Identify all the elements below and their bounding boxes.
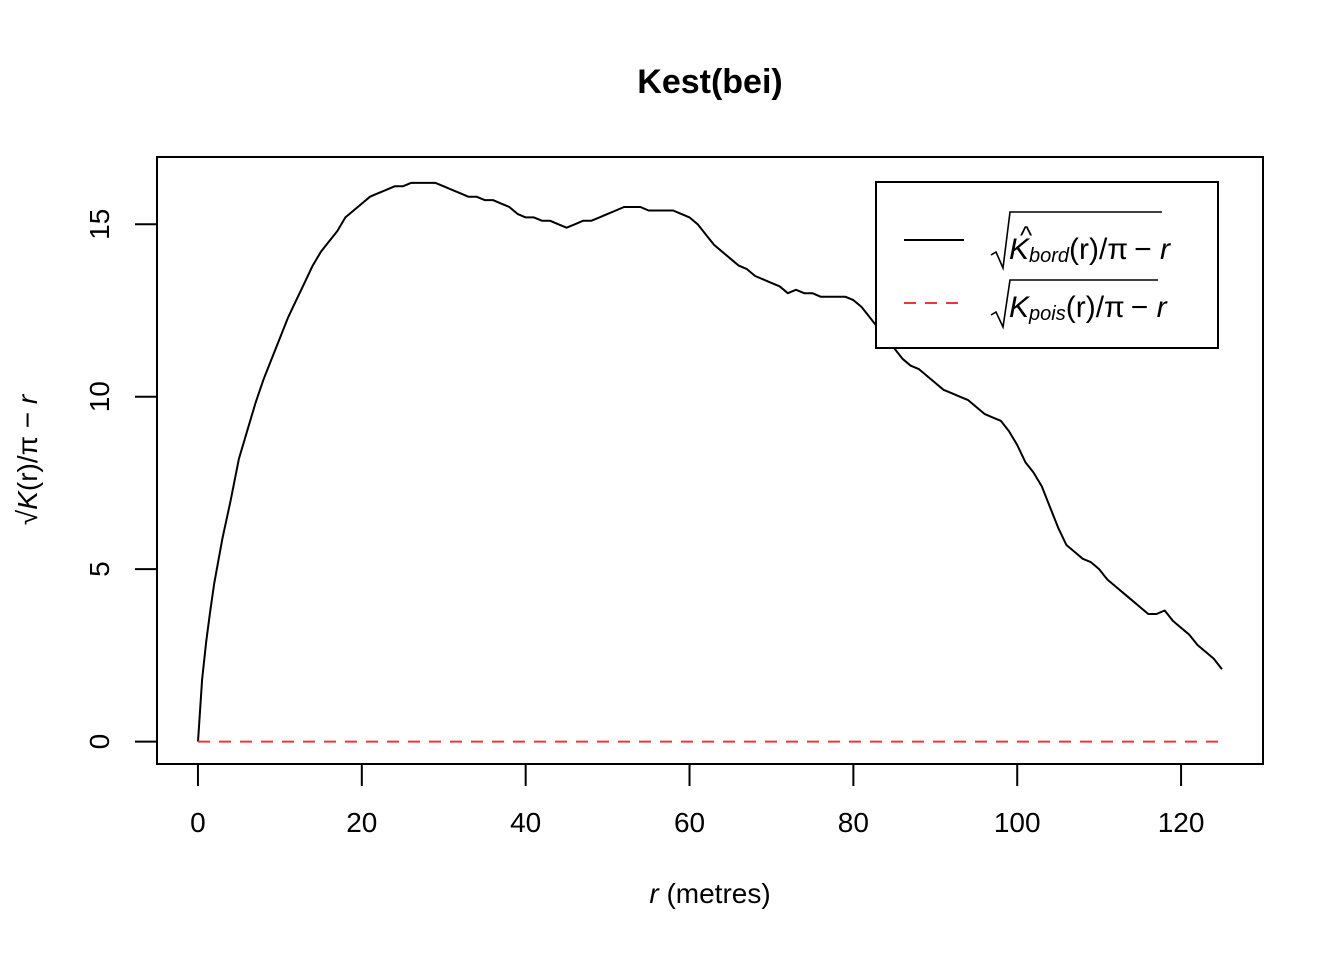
y-axis-label-root: √ xyxy=(12,509,43,525)
x-tick-label: 120 xyxy=(1158,807,1205,838)
legend-kbord-minus: − xyxy=(1134,233,1160,266)
legend-kpois-minus: − xyxy=(1131,291,1157,324)
legend-kbord-minus-var: r xyxy=(1160,233,1171,266)
legend-kpois-var: K xyxy=(1009,291,1031,324)
y-tick-label: 0 xyxy=(84,734,115,750)
legend-kpois-slash: /π xyxy=(1096,291,1125,324)
chart-title: Kest(bei) xyxy=(637,63,782,101)
x-tick-label: 80 xyxy=(838,807,869,838)
legend-kpois-sub: pois xyxy=(1028,303,1066,325)
legend: Kbord(r)/π − r ^ Kpois(r)/π − r xyxy=(875,181,1219,349)
x-tick-label: 100 xyxy=(994,807,1041,838)
legend-kbord-hat: ^ xyxy=(1020,220,1033,250)
x-tick-label: 60 xyxy=(674,807,705,838)
legend-kpois-minus-var: r xyxy=(1157,291,1168,324)
y-tick-label: 10 xyxy=(84,381,115,412)
y-tick-label: 15 xyxy=(84,209,115,240)
y-axis-label-arg: (r) xyxy=(12,463,43,491)
legend-label-kpois: Kpois(r)/π − r xyxy=(1009,291,1168,325)
legend-label-kbord: Kbord(r)/π − r xyxy=(1009,233,1171,267)
x-axis: 0 20 40 60 80 100 120 xyxy=(190,763,1205,838)
x-tick-label: 0 xyxy=(190,807,206,838)
x-axis-label: r (metres) xyxy=(649,878,770,909)
series-layer xyxy=(197,181,1223,743)
y-axis-label-minus-var: r xyxy=(12,393,43,404)
x-tick-label: 40 xyxy=(510,807,541,838)
y-axis-label-slash: /π − xyxy=(12,404,43,463)
series-line-kbord xyxy=(197,181,1223,742)
legend-radical-kpois xyxy=(990,279,1158,330)
legend-kbord-var: K xyxy=(1009,233,1031,266)
x-axis-label-var: r xyxy=(649,878,660,909)
x-tick-label: 20 xyxy=(346,807,377,838)
y-tick-label: 5 xyxy=(84,561,115,577)
legend-kbord-arg: (r) xyxy=(1069,233,1099,266)
legend-kbord-sub: bord xyxy=(1029,245,1070,267)
y-axis-label-var: K xyxy=(12,490,43,510)
legend-kbord-slash: /π xyxy=(1099,233,1128,266)
y-axis-label: √K(r)/π − r xyxy=(12,393,43,525)
x-axis-label-unit: (metres) xyxy=(666,878,770,909)
legend-kpois-arg: (r) xyxy=(1066,291,1096,324)
legend-radical-kbord xyxy=(990,211,1162,271)
legend-box xyxy=(875,181,1219,349)
y-axis: 0 5 10 15 xyxy=(84,209,158,750)
